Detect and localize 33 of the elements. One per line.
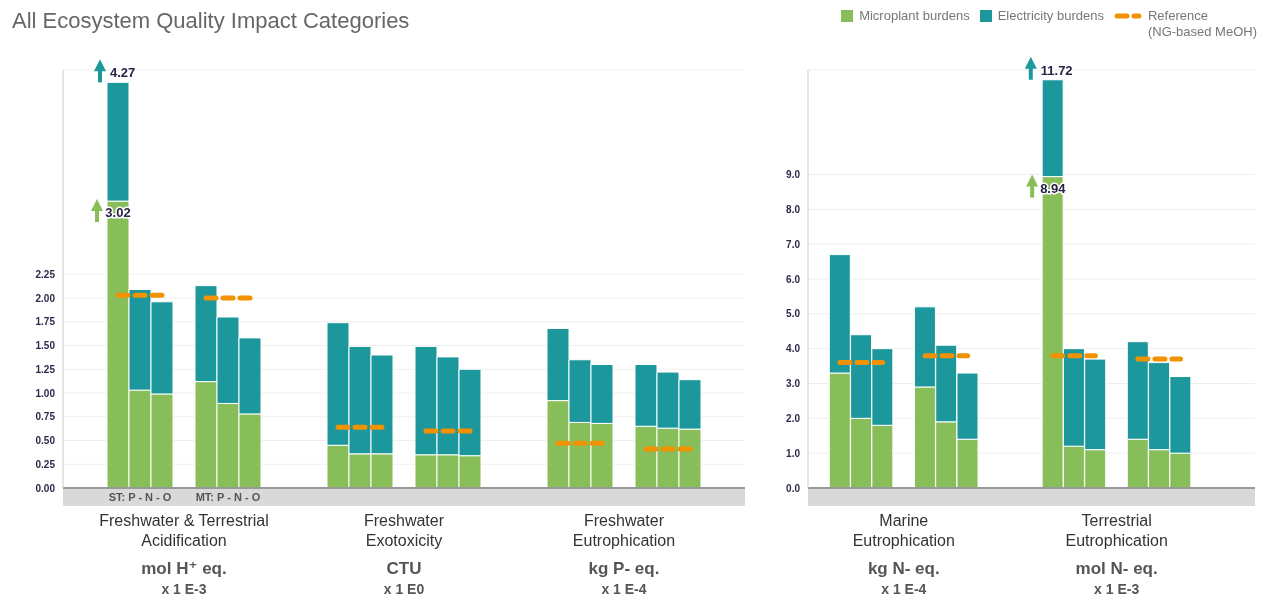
y-tick-label: 5.0 — [786, 308, 801, 320]
y-tick-label: 0.0 — [786, 482, 801, 494]
legend-label: Reference (NG-based MeOH) — [1147, 8, 1257, 40]
y-tick-label: 0.25 — [35, 458, 56, 470]
x-tick-label: Terrestrial Eutrophication mol N- eq. x 1 E-3 — [1065, 512, 1168, 597]
text: MT: P - N - O — [194, 491, 262, 503]
y-tick-label: 9.0 — [786, 169, 801, 181]
y-tick-label: 2.00 — [35, 292, 56, 304]
x-tick-label: Marine Eutrophication kg N- eq. x 1 E-4 — [852, 512, 955, 597]
y-tick-label: 1.25 — [35, 363, 56, 375]
y-tick-label: 0.50 — [35, 435, 56, 447]
y-tick-label: 1.75 — [35, 316, 56, 328]
y-tick-label: 1.0 — [786, 447, 801, 459]
y-tick-label: 3.0 — [786, 378, 801, 390]
x-tick-label: Freshwater & Terrestrial Acidification mol H⁺ eq. x 1 E-3 — [99, 512, 269, 597]
y-tick-label: 7.0 — [786, 238, 801, 250]
y-tick-label: 1.50 — [35, 340, 56, 352]
legend-label: Electricity burdens — [997, 8, 1104, 24]
total-label: 11.72 — [1040, 62, 1073, 78]
y-tick-label: 0.75 — [35, 411, 56, 423]
legend-label: Microplant burdens — [859, 8, 970, 24]
chart-title: All Ecosystem Quality Impact Categories — [12, 8, 410, 34]
total-label: 4.27 — [110, 65, 136, 81]
y-tick-label: 6.0 — [786, 273, 801, 285]
y-tick-label: 1.00 — [35, 387, 56, 399]
y-tick-label: 2.25 — [35, 268, 56, 280]
y-tick-label: 2.0 — [786, 412, 801, 424]
text: ST: P - N - O — [107, 491, 173, 503]
x-tick-label: Freshwater Eutrophication kg P- eq. x 1 E-4 — [572, 512, 676, 597]
y-tick-label: 8.0 — [786, 203, 801, 215]
x-tick-label: Freshwater Exotoxicity CTU x 1 E0 — [363, 512, 445, 597]
y-tick-label: 4.0 — [786, 343, 801, 355]
y-tick-label: 0.00 — [35, 482, 56, 494]
